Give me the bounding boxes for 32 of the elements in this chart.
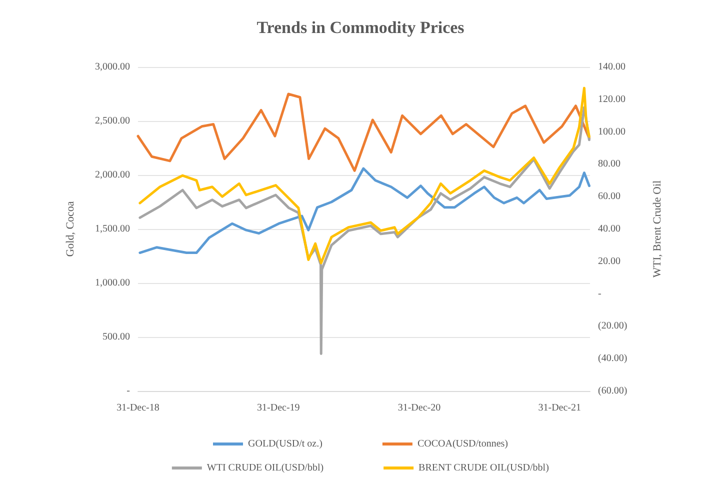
chart-title: Trends in Commodity Prices [256, 18, 465, 37]
y2-tick-label: 40.00 [598, 224, 620, 234]
y2-tick-label: - [598, 288, 602, 300]
line-series [136, 92, 590, 172]
y-tick-label: 2,500.00 [95, 116, 130, 126]
legend-label: WTI CRUDE OIL(USD/bbl) [206, 462, 324, 474]
y-axis-title: Gold, Cocoa [64, 201, 76, 257]
y2-tick-label: 100.00 [598, 126, 626, 138]
y-tick-label: 2,000.00 [95, 170, 130, 180]
y2-tick-label: (20.00) [598, 320, 628, 332]
y2-tick-label: 140.00 [598, 62, 626, 72]
y2-tick-label: (40.00) [598, 353, 628, 364]
y-tick-label: 1,500.00 [95, 224, 130, 234]
y2-axis-title: WTI, Brent Crude Oil [652, 180, 664, 278]
x-tick-label: 31-Dec-21 [538, 402, 581, 414]
line-series [138, 86, 590, 264]
y2-tick-label: 60.00 [598, 191, 620, 202]
x-tick-label: 31-Dec-18 [116, 402, 160, 414]
y2-tick-label: 20.00 [598, 256, 620, 267]
y2-tick-label: (60.00) [598, 386, 628, 396]
y-tick-label: - [126, 386, 130, 396]
y-tick-label: 1,000.00 [95, 278, 130, 288]
y-tick-label: 3,000.00 [95, 62, 130, 72]
x-tick-label: 31-Dec-20 [398, 402, 441, 414]
legend-label: COCOA(USD/tonnes) [417, 438, 508, 450]
y2-tick-label: 80.00 [598, 158, 620, 170]
legend-label: BRENT CRUDE OIL(USD/bbl) [418, 462, 549, 474]
line-series [138, 167, 590, 254]
y-tick-label: 500.00 [102, 332, 130, 342]
y2-tick-label: 120.00 [598, 94, 626, 105]
legend-label: GOLD(USD/t oz.) [248, 438, 322, 450]
x-tick-label: 31-Dec-19 [257, 402, 300, 414]
